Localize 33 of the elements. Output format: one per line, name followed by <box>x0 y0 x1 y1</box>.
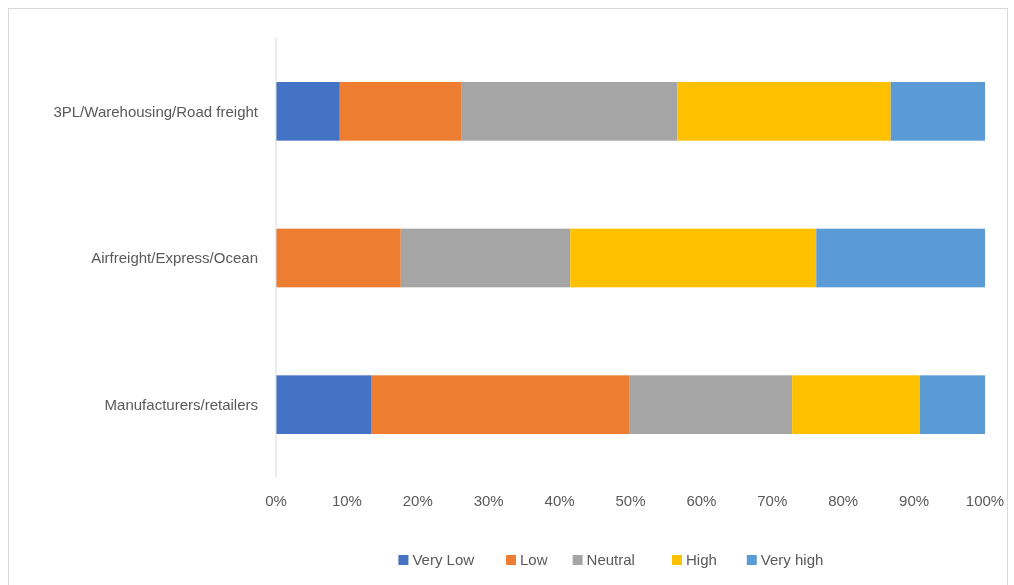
bar <box>276 228 401 288</box>
legend-label: High <box>686 551 717 569</box>
y-tick-label: Airfreight/Express/Ocean <box>91 249 258 267</box>
x-tick-label: 20% <box>402 492 433 509</box>
legend-label: Neutral <box>586 551 635 569</box>
bar <box>792 375 920 434</box>
x-tick-label: 90% <box>899 492 930 509</box>
bar <box>276 82 340 141</box>
bar <box>919 375 985 434</box>
bar <box>371 375 630 434</box>
x-tick-label: 80% <box>828 492 859 509</box>
bar <box>629 375 793 434</box>
bar <box>461 82 678 141</box>
x-tick-label: 60% <box>686 492 717 509</box>
y-tick-label: Manufacturers/retailers <box>104 395 258 413</box>
x-tick-label: 40% <box>544 492 575 509</box>
bar <box>276 375 372 434</box>
legend-label: Low <box>520 551 548 569</box>
bar <box>339 82 462 141</box>
legend-label: Very Low <box>412 551 475 569</box>
x-tick-label: 10% <box>331 492 362 509</box>
x-tick-label: 100% <box>965 492 1005 509</box>
bar <box>400 228 571 288</box>
bar <box>890 82 985 141</box>
legend-label: Very high <box>760 551 824 569</box>
x-tick-label: 30% <box>473 492 504 509</box>
bar <box>570 228 817 288</box>
x-tick-label: 50% <box>615 492 646 509</box>
bar <box>816 228 985 288</box>
bar <box>677 82 891 141</box>
x-tick-label: 0% <box>265 492 287 509</box>
y-tick-label: 3PL/Warehousing/Road freight <box>53 102 259 120</box>
x-tick-label: 70% <box>757 492 788 509</box>
